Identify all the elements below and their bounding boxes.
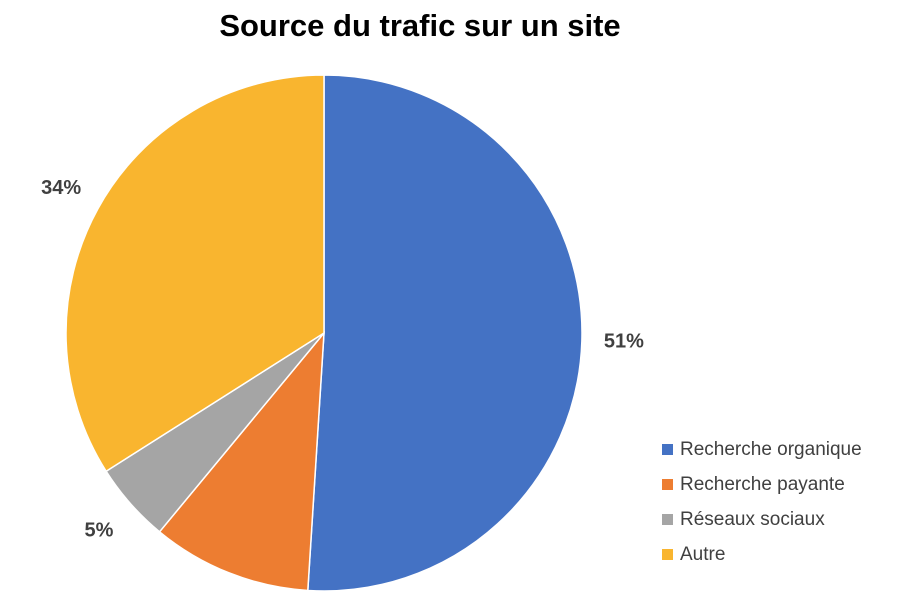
data-label-2: 5%: [85, 520, 114, 542]
legend-item: Recherche organique: [662, 432, 862, 467]
legend-swatch: [662, 549, 673, 560]
legend-swatch: [662, 514, 673, 525]
legend: Recherche organique Recherche payante Rése…: [662, 432, 862, 572]
legend-label: Réseaux sociaux: [680, 508, 825, 530]
pie-data-labels: 51%10%5%34%: [41, 177, 644, 542]
legend-item: Réseaux sociaux: [662, 502, 862, 537]
legend-label: Recherche organique: [680, 438, 862, 460]
pie-slice-0: [307, 74, 583, 592]
pie-slice-3: [65, 74, 325, 473]
legend-label: Recherche payante: [680, 473, 845, 495]
pie-slices: [65, 74, 583, 592]
legend-item: Recherche payante: [662, 467, 862, 502]
pie-slice-1: [158, 330, 325, 592]
legend-swatch: [662, 479, 673, 490]
data-label-3: 34%: [41, 177, 81, 199]
legend-label: Autre: [680, 543, 726, 565]
chart-title: Source du trafic sur un site: [219, 8, 621, 43]
legend-item: Autre: [662, 537, 862, 572]
data-label-0: 51%: [604, 331, 644, 353]
legend-swatch: [662, 444, 673, 455]
